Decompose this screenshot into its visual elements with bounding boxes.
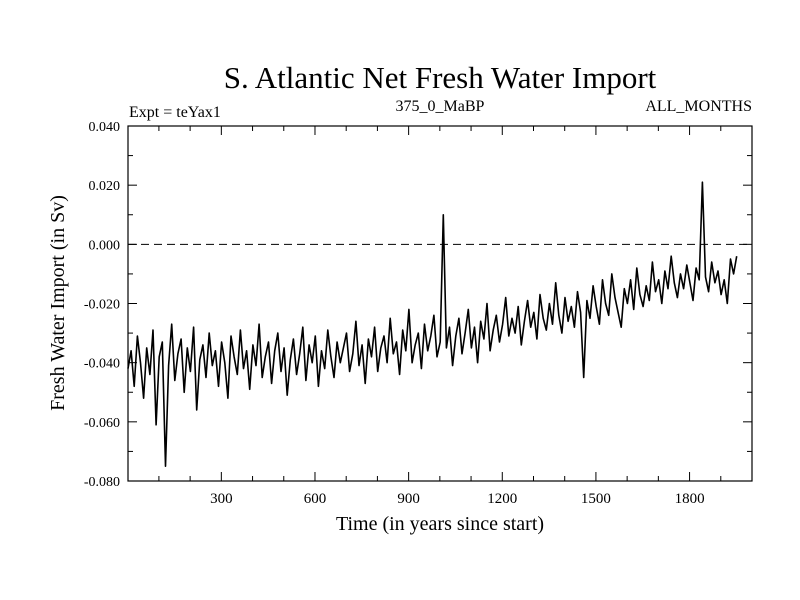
experiment-label: Expt = teYax1 (129, 104, 221, 121)
chart-title: S. Atlantic Net Fresh Water Import (224, 60, 657, 95)
x-tick-label: 900 (397, 491, 420, 507)
x-tick-labels: 300 600 900 1200 1500 1800 (210, 491, 704, 507)
series-line-fresh-water-import (127, 181, 738, 468)
x-tick-label: 600 (304, 491, 327, 507)
x-tick-label: 300 (210, 491, 233, 507)
y-tick-label: 0.040 (89, 120, 121, 135)
axis-ticks (128, 125, 752, 482)
y-tick-label: -0.020 (84, 298, 120, 313)
x-tick-label: 1200 (487, 491, 517, 507)
plot-frame (127, 125, 753, 482)
x-axis-label: Time (in years since start) (336, 513, 544, 535)
x-tick-label: 1800 (675, 491, 705, 507)
y-axis-label: Fresh Water Import (in Sv) (47, 195, 69, 411)
y-tick-label: 0.020 (89, 179, 121, 194)
y-tick-label: -0.080 (84, 475, 120, 490)
y-tick-labels: -0.080 -0.060 -0.040 -0.020 0.000 0.020 0.040 (84, 120, 120, 490)
period-label: 375_0_MaBP (396, 98, 485, 115)
months-label: ALL_MONTHS (645, 98, 752, 115)
y-tick-label: 0.000 (89, 238, 121, 253)
y-tick-label: -0.060 (84, 416, 120, 431)
y-tick-label: -0.040 (84, 357, 120, 372)
x-tick-label: 1500 (581, 491, 611, 507)
